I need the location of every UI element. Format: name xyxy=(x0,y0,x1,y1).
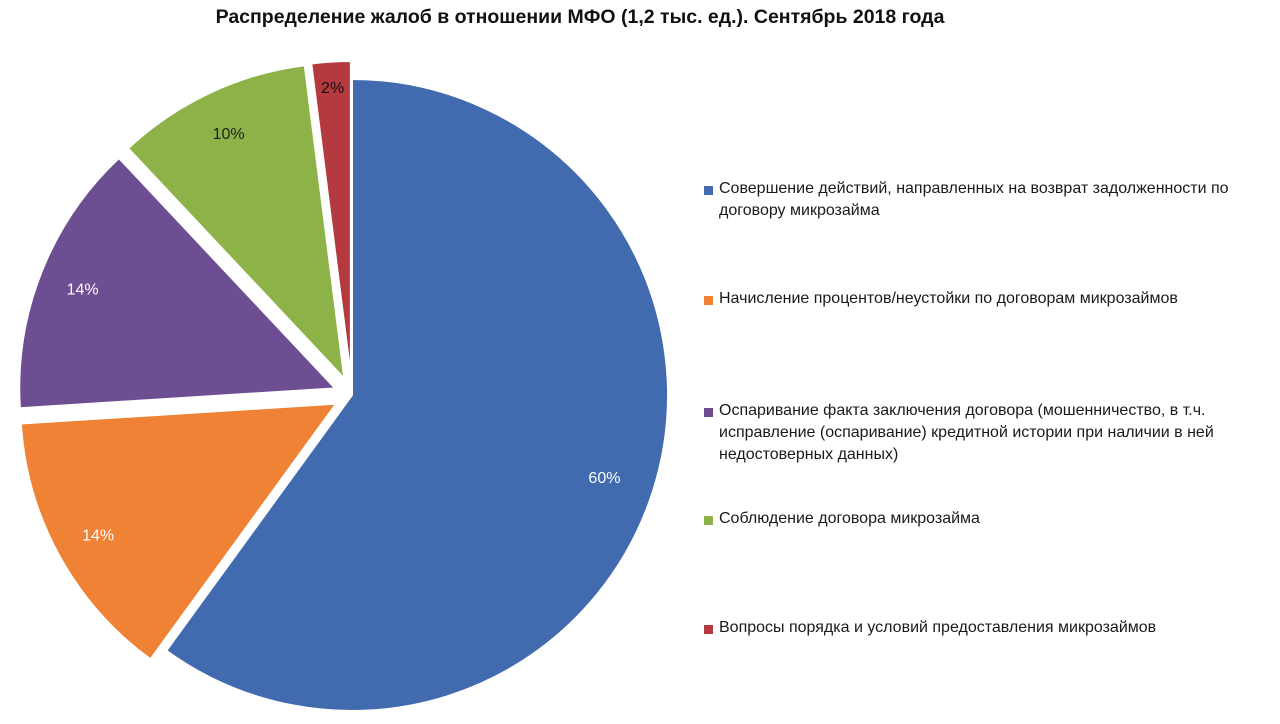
slice-label-1: 60% xyxy=(588,470,620,487)
pie-slice-1 xyxy=(164,77,669,712)
pie-slice-2 xyxy=(19,402,339,661)
legend-label-2: Начисление процентов/неустойки по догово… xyxy=(719,290,1178,307)
legend-label-3: Оспаривание факта заключения договора (м… xyxy=(719,402,1214,463)
chart-title: Распределение жалоб в отношении МФО (1,2… xyxy=(215,6,945,28)
legend-label-1: Совершение действий, направленных на воз… xyxy=(719,180,1229,219)
slice-label-5: 2% xyxy=(321,80,344,97)
pie-slice-3 xyxy=(18,156,338,410)
legend-swatch-5 xyxy=(704,625,713,634)
slice-label-3: 14% xyxy=(67,281,99,298)
pie-slice-5 xyxy=(310,60,352,378)
pie-slice-4 xyxy=(126,64,346,382)
legend-swatch-2 xyxy=(704,296,713,305)
legend-swatch-1 xyxy=(704,186,713,195)
slice-label-4: 10% xyxy=(213,126,245,143)
slice-label-2: 14% xyxy=(82,528,114,545)
legend-label-5: Вопросы порядка и условий предоставления… xyxy=(719,619,1157,636)
legend-swatch-3 xyxy=(704,408,713,417)
legend-swatch-4 xyxy=(704,516,713,525)
legend-label-4: Соблюдение договора микрозайма xyxy=(719,510,980,527)
